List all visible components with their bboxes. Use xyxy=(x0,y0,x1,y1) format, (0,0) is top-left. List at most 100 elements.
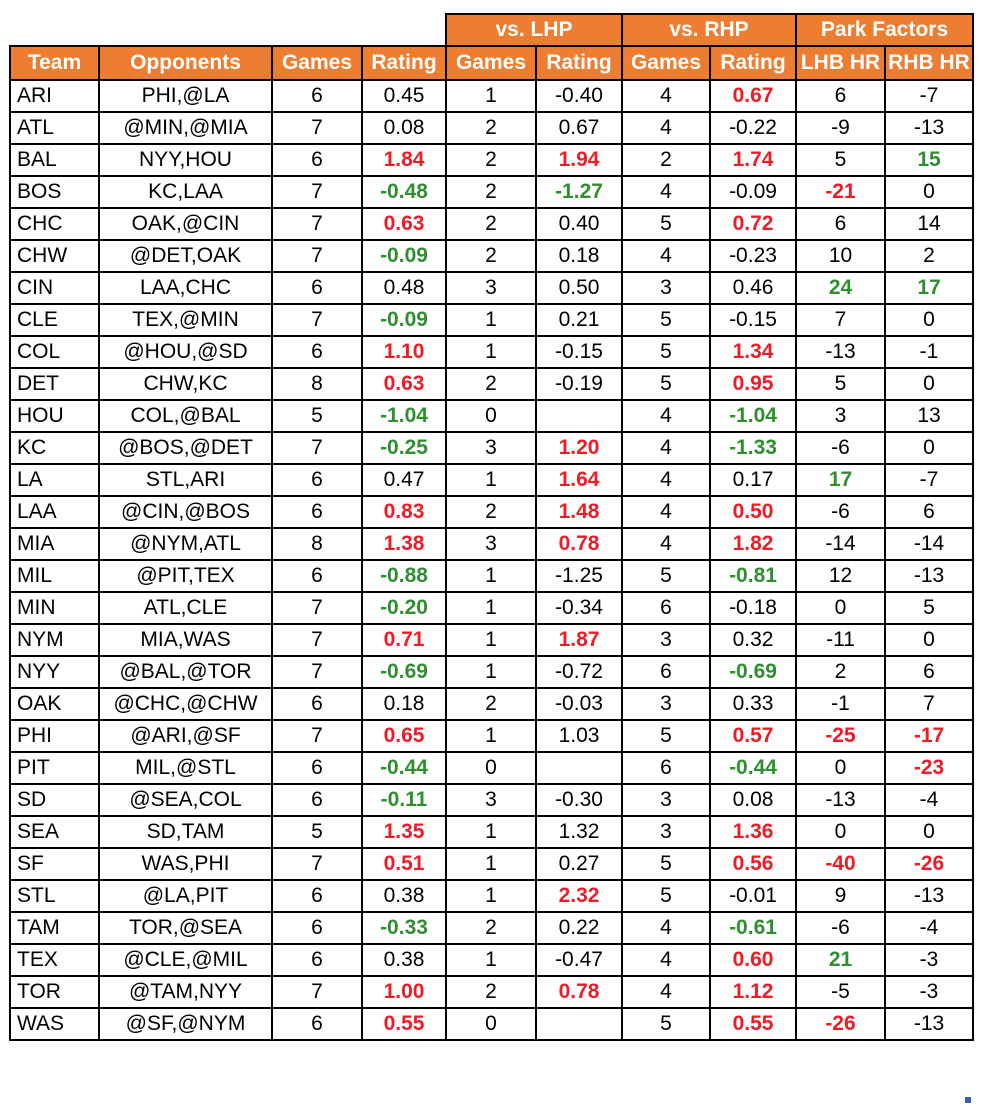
rhp-rating-cell: 0.08 xyxy=(709,783,797,817)
lhp-games-cell: 1 xyxy=(445,879,537,913)
lhb-hr-cell: -5 xyxy=(795,975,886,1009)
lhp-games-cell: 2 xyxy=(445,495,537,529)
opponents-cell: TOR,@SEA xyxy=(98,911,273,945)
lhp-rating-cell: -0.15 xyxy=(535,335,623,369)
lhb-hr-cell: 21 xyxy=(795,943,886,977)
rating-cell: 0.65 xyxy=(361,719,447,753)
rhb-hr-cell: -17 xyxy=(883,719,975,753)
games-cell: 7 xyxy=(271,303,363,337)
table-row: HOU COL,@BAL 5 -1.04 0 4 -1.04 3 13 xyxy=(9,399,975,433)
lhp-rating-cell: 1.03 xyxy=(535,719,623,753)
lhp-rating-cell: -0.40 xyxy=(535,79,623,113)
rhb-hr-cell: 2 xyxy=(883,239,975,273)
rhb-hr-cell: 15 xyxy=(883,143,975,177)
opponents-cell: @NYM,ATL xyxy=(98,527,273,561)
games-cell: 8 xyxy=(271,527,363,561)
table-row: CHW @DET,OAK 7 -0.09 2 0.18 4 -0.23 10 2 xyxy=(9,239,975,273)
team-cell: TOR xyxy=(9,975,100,1009)
rating-cell: 0.18 xyxy=(361,687,447,721)
rhp-rating-cell: 0.32 xyxy=(709,623,797,657)
lhb-hr-cell: 6 xyxy=(795,207,886,241)
rhb-hr-cell: 0 xyxy=(883,175,975,209)
rhp-rating-cell: -1.33 xyxy=(709,431,797,465)
rhp-rating-cell: -0.09 xyxy=(709,175,797,209)
rhb-hr-cell: 17 xyxy=(883,271,975,305)
table-row: CIN LAA,CHC 6 0.48 3 0.50 3 0.46 24 17 xyxy=(9,271,975,305)
rhp-rating-cell: -1.04 xyxy=(709,399,797,433)
rating-cell: -0.69 xyxy=(361,655,447,689)
table-row: DET CHW,KC 8 0.63 2 -0.19 5 0.95 5 0 xyxy=(9,367,975,401)
opponents-cell: KC,LAA xyxy=(98,175,273,209)
table-row: OAK @CHC,@CHW 6 0.18 2 -0.03 3 0.33 -1 7 xyxy=(9,687,975,721)
rhp-rating-cell: 0.46 xyxy=(709,271,797,305)
opponents-cell: PHI,@LA xyxy=(98,79,273,113)
games-cell: 6 xyxy=(271,751,363,785)
rhp-rating-cell: 0.67 xyxy=(709,79,797,113)
lhb-hr-cell: 17 xyxy=(795,463,886,497)
games-cell: 7 xyxy=(271,175,363,209)
rhp-games-cell: 4 xyxy=(621,463,711,497)
opponents-cell: TEX,@MIN xyxy=(98,303,273,337)
lhp-games-cell: 1 xyxy=(445,303,537,337)
rhp-rating-cell: 0.56 xyxy=(709,847,797,881)
table-row: ATL @MIN,@MIA 7 0.08 2 0.67 4 -0.22 -9 -13 xyxy=(9,111,975,145)
lhp-rating-cell: 0.27 xyxy=(535,847,623,881)
lhb-hr-cell: -26 xyxy=(795,1007,886,1041)
games-cell: 6 xyxy=(271,1007,363,1041)
column-header-rhp-rating: Rating xyxy=(709,45,797,81)
opponents-cell: MIA,WAS xyxy=(98,623,273,657)
team-cell: DET xyxy=(9,367,100,401)
rating-cell: -0.09 xyxy=(361,239,447,273)
rating-cell: 0.63 xyxy=(361,367,447,401)
lhp-rating-cell: 1.64 xyxy=(535,463,623,497)
opponents-cell: @MIN,@MIA xyxy=(98,111,273,145)
games-cell: 6 xyxy=(271,143,363,177)
lhb-hr-cell: 12 xyxy=(795,559,886,593)
opponents-cell: @TAM,NYY xyxy=(98,975,273,1009)
rhp-rating-cell: -0.18 xyxy=(709,591,797,625)
table-row: CLE TEX,@MIN 7 -0.09 1 0.21 5 -0.15 7 0 xyxy=(9,303,975,337)
column-header-row: Team Opponents Games Rating Games Rating… xyxy=(9,45,975,81)
lhp-rating-cell: -0.47 xyxy=(535,943,623,977)
rating-cell: -1.04 xyxy=(361,399,447,433)
rhp-games-cell: 5 xyxy=(621,367,711,401)
column-header-rhp-games: Games xyxy=(621,45,711,81)
team-cell: SD xyxy=(9,783,100,817)
lhb-hr-cell: 6 xyxy=(795,79,886,113)
games-cell: 8 xyxy=(271,367,363,401)
table-row: SF WAS,PHI 7 0.51 1 0.27 5 0.56 -40 -26 xyxy=(9,847,975,881)
lhb-hr-cell: 9 xyxy=(795,879,886,913)
rhp-games-cell: 4 xyxy=(621,911,711,945)
games-cell: 7 xyxy=(271,431,363,465)
opponents-cell: @LA,PIT xyxy=(98,879,273,913)
team-cell: ATL xyxy=(9,111,100,145)
table-row: NYY @BAL,@TOR 7 -0.69 1 -0.72 6 -0.69 2 6 xyxy=(9,655,975,689)
table-row: CHC OAK,@CIN 7 0.63 2 0.40 5 0.72 6 14 xyxy=(9,207,975,241)
matchup-table: vs. LHP vs. RHP Park Factors Team Oppone… xyxy=(9,13,975,1041)
table-row: PIT MIL,@STL 6 -0.44 0 6 -0.44 0 -23 xyxy=(9,751,975,785)
table-row: KC @BOS,@DET 7 -0.25 3 1.20 4 -1.33 -6 0 xyxy=(9,431,975,465)
rating-cell: 0.71 xyxy=(361,623,447,657)
rhp-rating-cell: 0.50 xyxy=(709,495,797,529)
table-row: STL @LA,PIT 6 0.38 1 2.32 5 -0.01 9 -13 xyxy=(9,879,975,913)
lhp-rating-cell: 1.20 xyxy=(535,431,623,465)
games-cell: 6 xyxy=(271,783,363,817)
rhb-hr-cell: -1 xyxy=(883,335,975,369)
table-row: LAA @CIN,@BOS 6 0.83 2 1.48 4 0.50 -6 6 xyxy=(9,495,975,529)
lhp-rating-cell: -0.30 xyxy=(535,783,623,817)
lhp-games-cell: 1 xyxy=(445,815,537,849)
opponents-cell: NYY,HOU xyxy=(98,143,273,177)
lhp-games-cell: 2 xyxy=(445,175,537,209)
rhp-games-cell: 6 xyxy=(621,591,711,625)
rating-cell: -0.48 xyxy=(361,175,447,209)
rhp-games-cell: 6 xyxy=(621,655,711,689)
opponents-cell: MIL,@STL xyxy=(98,751,273,785)
opponents-cell: SD,TAM xyxy=(98,815,273,849)
opponents-cell: WAS,PHI xyxy=(98,847,273,881)
rating-cell: 0.47 xyxy=(361,463,447,497)
group-header-spacer xyxy=(10,14,446,47)
rhb-hr-cell: -7 xyxy=(883,79,975,113)
opponents-cell: @HOU,@SD xyxy=(98,335,273,369)
lhp-rating-cell xyxy=(535,1007,623,1041)
lhp-rating-cell: -0.03 xyxy=(535,687,623,721)
